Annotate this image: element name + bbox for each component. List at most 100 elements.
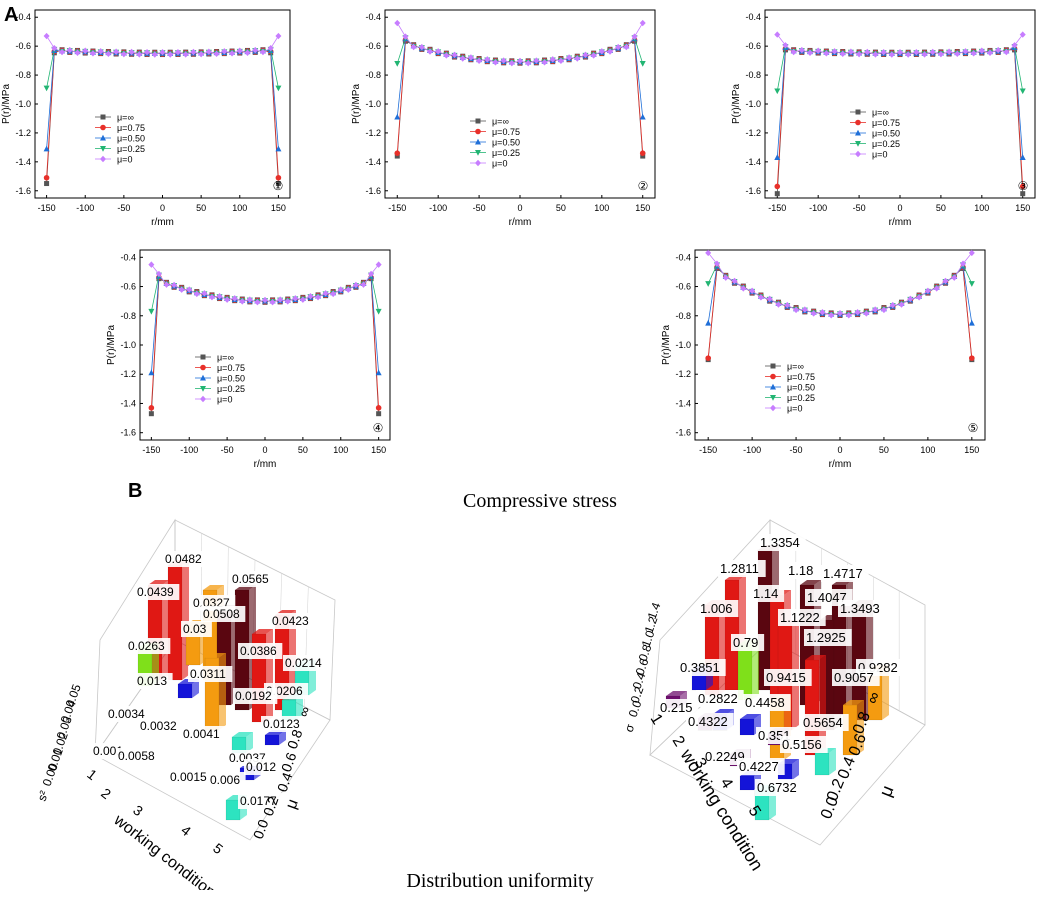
data-point-marker bbox=[500, 57, 507, 64]
data-point-marker bbox=[722, 274, 729, 281]
bar-side bbox=[231, 605, 238, 705]
data-point-marker bbox=[960, 260, 967, 267]
data-point-marker bbox=[770, 404, 776, 412]
value-label-bg bbox=[751, 585, 785, 602]
data-point-marker bbox=[713, 260, 720, 267]
x-tick-label: 50 bbox=[298, 445, 308, 455]
data-point-marker bbox=[475, 118, 481, 124]
legend-label: μ=0.25 bbox=[217, 384, 245, 394]
data-point-marker bbox=[946, 48, 953, 55]
data-point-marker bbox=[476, 57, 483, 65]
value-label: 0.6732 bbox=[757, 780, 797, 795]
data-point-marker bbox=[299, 296, 306, 303]
data-point-marker bbox=[770, 395, 776, 401]
legend-label: μ=0.75 bbox=[117, 123, 145, 133]
value-label-bg bbox=[743, 694, 791, 711]
y-tick-label: -0.8 bbox=[745, 70, 761, 80]
value-label-bg bbox=[678, 659, 726, 676]
value-label: 0.0034 bbox=[108, 707, 145, 721]
legend-label: μ=∞ bbox=[217, 353, 234, 363]
case-marker: ③ bbox=[1018, 179, 1029, 193]
data-point-marker bbox=[784, 301, 791, 309]
data-point-marker bbox=[475, 128, 481, 135]
value-label: 0.0214 bbox=[285, 656, 322, 670]
value-label-bg bbox=[718, 560, 766, 577]
data-point-marker bbox=[557, 57, 564, 65]
data-point-marker bbox=[598, 48, 605, 55]
data-point-marker bbox=[262, 296, 268, 304]
value-label-bg bbox=[181, 621, 212, 637]
y-axis-label: P(r)/MPa bbox=[661, 325, 672, 365]
x-tick-label: 3 bbox=[130, 802, 146, 820]
y-tick-label: -0.4 bbox=[15, 12, 31, 22]
x-tick-label: 5 bbox=[210, 840, 226, 858]
x-tick-label: 2 bbox=[98, 785, 114, 803]
legend-label: μ=0.50 bbox=[117, 134, 145, 144]
data-point-marker bbox=[831, 48, 838, 55]
value-label: 0.006 bbox=[210, 773, 240, 787]
x-tick-label: -150 bbox=[388, 203, 406, 213]
data-point-marker bbox=[394, 113, 401, 120]
data-point-marker bbox=[275, 85, 282, 92]
data-point-marker bbox=[275, 145, 282, 152]
bar-side bbox=[266, 629, 273, 722]
y-tick-label: 0.6 bbox=[278, 750, 300, 774]
data-point-marker bbox=[100, 155, 106, 163]
data-point-marker bbox=[200, 364, 206, 371]
x-tick-label: -50 bbox=[117, 203, 130, 213]
data-point-marker bbox=[43, 32, 50, 40]
data-point-marker bbox=[1019, 154, 1026, 161]
value-label: 0.79 bbox=[733, 635, 758, 650]
data-point-marker bbox=[782, 42, 789, 49]
value-label-bg bbox=[201, 606, 246, 622]
data-point-marker bbox=[402, 33, 409, 40]
y-tick-label: -0.6 bbox=[365, 41, 381, 51]
line-chart-3: -150 -100 -50 0 50 100 150 -0.4 -0.6 -0.8 -1.0 -1.2… bbox=[731, 9, 1036, 228]
value-label-bg bbox=[181, 726, 226, 742]
series-line-0 bbox=[46, 49, 279, 184]
data-point-marker bbox=[828, 312, 835, 319]
caption-compressive-stress: Compressive stress bbox=[463, 490, 617, 512]
data-point-marker bbox=[352, 281, 359, 289]
data-point-marker bbox=[418, 43, 425, 51]
plot-frame bbox=[694, 249, 986, 441]
data-point-marker bbox=[864, 48, 871, 56]
data-point-marker bbox=[100, 146, 106, 152]
data-point-marker bbox=[639, 113, 646, 120]
data-point-marker bbox=[774, 191, 780, 197]
bar-side bbox=[296, 695, 303, 720]
x-tick-label: -150 bbox=[768, 203, 786, 213]
value-label-bg bbox=[244, 759, 282, 775]
y-tick-label: -1.4 bbox=[15, 157, 31, 167]
data-point-marker bbox=[375, 308, 382, 315]
value-label: 1.3493 bbox=[840, 601, 880, 616]
x-tick-label: 0 bbox=[262, 445, 267, 455]
data-point-marker bbox=[475, 150, 481, 156]
data-point-marker bbox=[815, 47, 822, 54]
value-label-bg bbox=[163, 551, 208, 567]
data-point-marker bbox=[394, 153, 400, 159]
data-point-marker bbox=[97, 48, 104, 55]
caption-distribution-uniformity: Distribution uniformity bbox=[406, 870, 594, 892]
bar-side bbox=[829, 748, 836, 775]
data-point-marker bbox=[151, 51, 158, 58]
value-label: 1.3354 bbox=[760, 535, 800, 550]
data-point-marker bbox=[277, 296, 284, 303]
data-point-marker bbox=[854, 309, 861, 316]
data-point-marker bbox=[182, 51, 189, 58]
data-point-marker bbox=[186, 286, 193, 293]
data-point-marker bbox=[459, 55, 466, 62]
data-point-marker bbox=[213, 50, 220, 58]
data-point-marker bbox=[74, 49, 81, 56]
data-point-marker bbox=[113, 48, 120, 55]
x-tick-label: -150 bbox=[699, 445, 717, 455]
value-label: 0.0423 bbox=[272, 614, 309, 628]
x-tick-label: 2 bbox=[669, 733, 688, 750]
value-label: 0.001 bbox=[93, 744, 123, 758]
data-point-marker bbox=[790, 48, 797, 56]
y-tick-label: -0.4 bbox=[365, 12, 381, 22]
data-point-marker bbox=[968, 249, 975, 257]
data-point-marker bbox=[375, 261, 382, 268]
legend-label: μ=0.25 bbox=[492, 148, 520, 158]
data-point-marker bbox=[872, 306, 879, 313]
